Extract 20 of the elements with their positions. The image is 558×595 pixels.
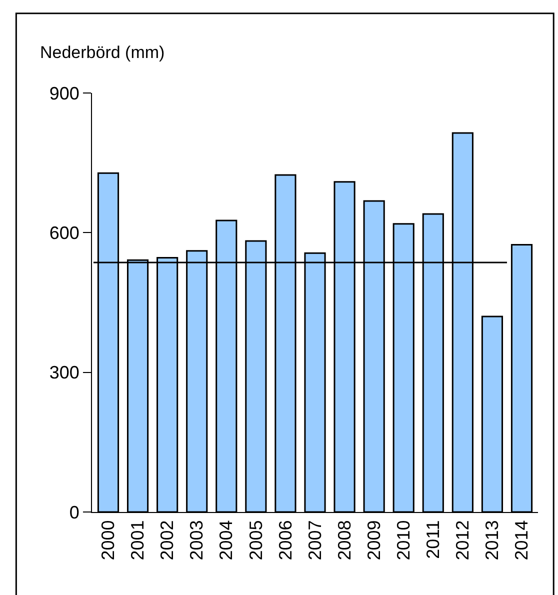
x-tick-label: 2007 bbox=[304, 520, 325, 560]
x-tick-label: 2003 bbox=[186, 520, 207, 560]
x-tick-label: 2012 bbox=[452, 520, 473, 560]
x-tick-label: 2000 bbox=[98, 520, 118, 560]
y-tick-label: 900 bbox=[49, 83, 80, 104]
x-tick-label: 2014 bbox=[512, 520, 532, 560]
y-axis-title: Nederbörd (mm) bbox=[40, 43, 165, 62]
x-tick-label: 2002 bbox=[157, 520, 178, 560]
y-tick-label: 600 bbox=[49, 222, 80, 243]
x-tick-label: 2013 bbox=[482, 520, 502, 560]
y-tick-label: 0 bbox=[69, 502, 80, 522]
x-tick-label: 2006 bbox=[275, 520, 296, 560]
x-tick-label: 2011 bbox=[423, 520, 443, 559]
x-tick-label: 2004 bbox=[216, 520, 236, 560]
y-tick-label: 300 bbox=[49, 362, 80, 383]
x-tick-label: 2009 bbox=[364, 520, 384, 560]
x-tick-label: 2010 bbox=[393, 520, 414, 560]
x-tick-label: 2008 bbox=[334, 520, 354, 560]
x-tick-label: 2001 bbox=[128, 520, 148, 560]
x-tick-label: 2005 bbox=[246, 520, 266, 560]
